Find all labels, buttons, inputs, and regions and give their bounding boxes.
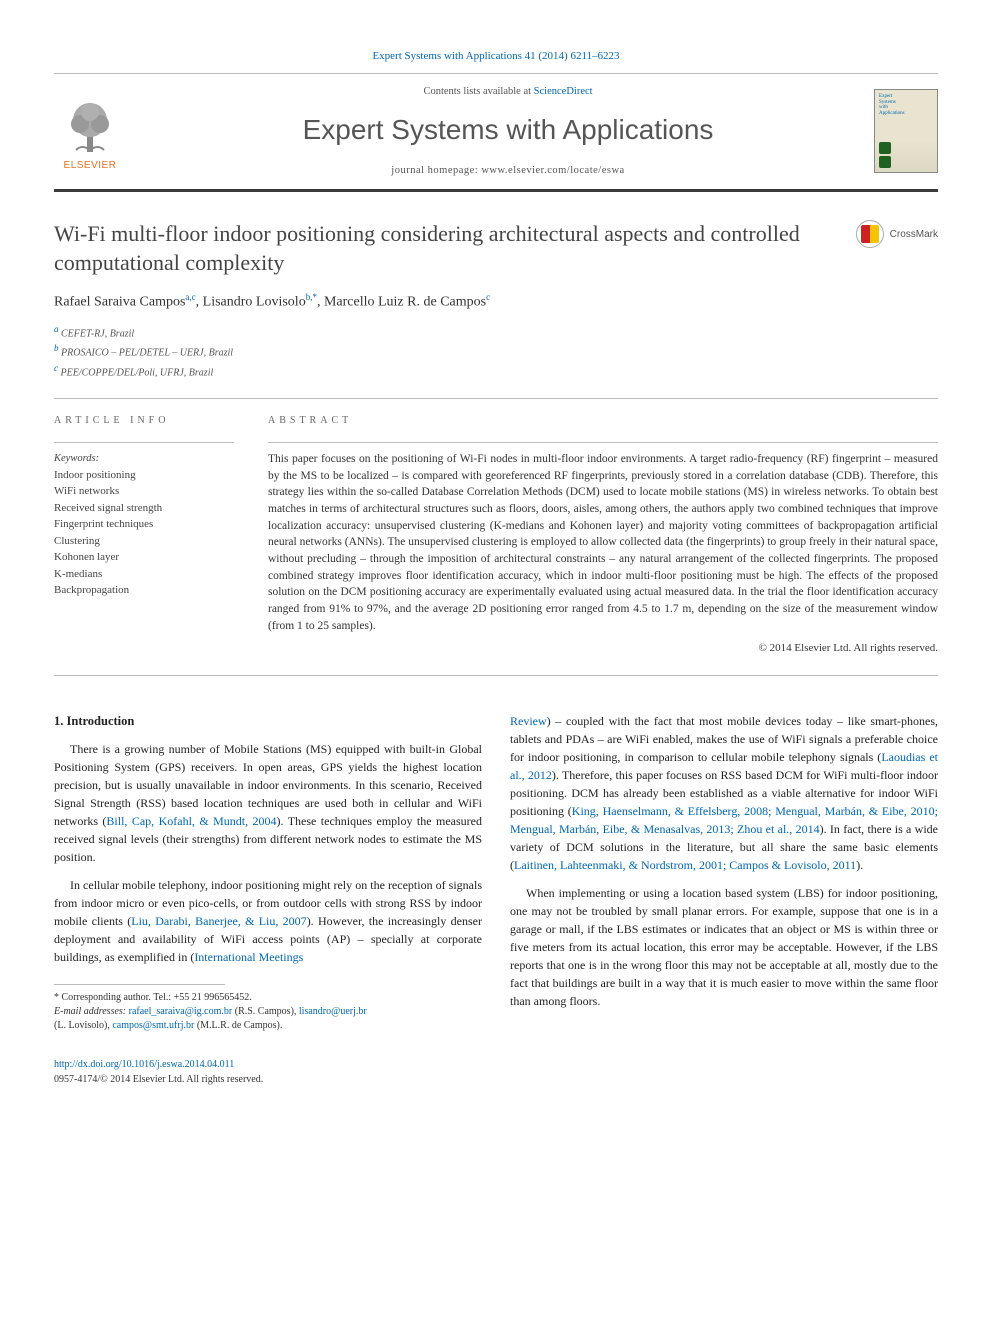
journal-ref-issue: 41 (2014) 6211–6223 <box>525 50 620 62</box>
abstract-rule <box>268 442 938 443</box>
article-info-label: ARTICLE INFO <box>54 413 234 428</box>
author-3-aff: c <box>486 292 490 302</box>
footnote-block: * Corresponding author. Tel.: +55 21 996… <box>54 991 482 1033</box>
authors-line: Rafael Saraiva Camposa,c, Lisandro Lovis… <box>54 291 938 313</box>
header-center: Contents lists available at ScienceDirec… <box>174 84 842 180</box>
aff-sup: b <box>54 343 59 353</box>
aff-sup: a <box>54 324 59 334</box>
doi-link[interactable]: http://dx.doi.org/10.1016/j.eswa.2014.04… <box>54 1059 234 1070</box>
cover-line-4: Applications <box>879 111 933 117</box>
body-columns: 1. Introduction There is a growing numbe… <box>54 712 938 1034</box>
email-label: E-mail addresses: <box>54 1006 129 1017</box>
citation-link[interactable]: Laitinen, Lahteenmaki, & Nordstrom, 2001… <box>514 858 856 872</box>
aff-text: PEE/COPPE/DEL/Poli, UFRJ, Brazil <box>61 367 214 378</box>
email-link[interactable]: campos@smt.ufrj.br <box>112 1020 194 1031</box>
cover-thumbnail-block: Expert Systems with Applications <box>842 89 938 173</box>
homepage-prefix: journal homepage: <box>391 165 481 176</box>
email-link[interactable]: lisandro@uerj.br <box>299 1006 367 1017</box>
keywords-list: Indoor positioning WiFi networks Receive… <box>54 467 234 599</box>
corresponding-author-note: * Corresponding author. Tel.: +55 21 996… <box>54 991 482 1005</box>
citation-link[interactable]: Bill, Cap, Kofahl, & Mundt, 2004 <box>106 814 276 828</box>
column-right: Review) – coupled with the fact that mos… <box>510 712 938 1034</box>
crossmark-badge[interactable]: CrossMark <box>856 220 938 248</box>
column-left: 1. Introduction There is a growing numbe… <box>54 712 482 1034</box>
citation-link[interactable]: Liu, Darabi, Banerjee, & Liu, 2007 <box>131 914 306 928</box>
body-paragraph: There is a growing number of Mobile Stat… <box>54 740 482 866</box>
affiliation-row: c PEE/COPPE/DEL/Poli, UFRJ, Brazil <box>54 362 938 380</box>
keywords-label: Keywords: <box>54 451 234 467</box>
abstract-text: This paper focuses on the positioning of… <box>268 451 938 634</box>
abstract-copyright: © 2014 Elsevier Ltd. All rights reserved… <box>268 640 938 657</box>
email-line: E-mail addresses: rafael_saraiva@ig.com.… <box>54 1005 482 1033</box>
keyword: Backpropagation <box>54 582 234 599</box>
affiliation-row: a CEFET-RJ, Brazil <box>54 323 938 341</box>
crossmark-icon <box>856 220 884 248</box>
elsevier-tree-icon <box>60 98 120 158</box>
keyword: Kohonen layer <box>54 549 234 566</box>
body-paragraph: In cellular mobile telephony, indoor pos… <box>54 876 482 966</box>
keyword: Received signal strength <box>54 500 234 517</box>
author-2[interactable]: Lisandro Lovisolo <box>203 295 306 310</box>
cover-icon <box>879 156 891 168</box>
homepage-url[interactable]: www.elsevier.com/locate/eswa <box>481 165 624 176</box>
para-text: ). <box>856 858 863 872</box>
corresponding-mark[interactable]: * <box>312 292 317 302</box>
homepage-line: journal homepage: www.elsevier.com/locat… <box>174 163 842 179</box>
contents-line: Contents lists available at ScienceDirec… <box>174 84 842 100</box>
elsevier-logo[interactable]: ELSEVIER <box>54 89 126 173</box>
body-paragraph: Review) – coupled with the fact that mos… <box>510 712 938 874</box>
journal-reference: Expert Systems with Applications 41 (201… <box>54 48 938 65</box>
keywords-rule <box>54 442 234 443</box>
section-1-heading: 1. Introduction <box>54 712 482 731</box>
email-who: (R.S. Campos), <box>232 1006 299 1017</box>
journal-header: ELSEVIER Contents lists available at Sci… <box>54 73 938 193</box>
abstract-label: ABSTRACT <box>268 413 938 428</box>
publisher-block: ELSEVIER <box>54 89 174 173</box>
contents-prefix: Contents lists available at <box>423 86 533 97</box>
aff-text: CEFET-RJ, Brazil <box>61 328 134 339</box>
publisher-name: ELSEVIER <box>64 158 117 173</box>
article-info-block: ARTICLE INFO Keywords: Indoor positionin… <box>54 413 234 657</box>
journal-cover-thumbnail[interactable]: Expert Systems with Applications <box>874 89 938 173</box>
sciencedirect-link[interactable]: ScienceDirect <box>534 86 593 97</box>
footer-block: http://dx.doi.org/10.1016/j.eswa.2014.04… <box>54 1057 938 1087</box>
keyword: Clustering <box>54 533 234 550</box>
citation-link[interactable]: International Meetings <box>194 950 303 964</box>
affiliations: a CEFET-RJ, Brazil b PROSAICO – PEL/DETE… <box>54 323 938 380</box>
citation-link[interactable]: Review <box>510 714 547 728</box>
meta-divider-bottom <box>54 675 938 676</box>
issn-copyright: 0957-4174/© 2014 Elsevier Ltd. All right… <box>54 1074 263 1085</box>
aff-text: PROSAICO – PEL/DETEL – UERJ, Brazil <box>61 348 233 359</box>
keyword: Fingerprint techniques <box>54 516 234 533</box>
aff-sup: c <box>54 363 58 373</box>
paper-title: Wi-Fi multi-floor indoor positioning con… <box>54 220 856 277</box>
para-text: When implementing or using a location ba… <box>510 886 938 1008</box>
abstract-block: ABSTRACT This paper focuses on the posit… <box>268 413 938 657</box>
meta-row: ARTICLE INFO Keywords: Indoor positionin… <box>54 413 938 657</box>
body-paragraph: When implementing or using a location ba… <box>510 884 938 1010</box>
author-3[interactable]: Marcello Luiz R. de Campos <box>324 295 486 310</box>
keyword: Indoor positioning <box>54 467 234 484</box>
journal-name: Expert Systems with Applications <box>174 109 842 151</box>
keyword: WiFi networks <box>54 483 234 500</box>
title-row: Wi-Fi multi-floor indoor positioning con… <box>54 220 938 277</box>
keyword: K-medians <box>54 566 234 583</box>
email-who: (M.L.R. de Campos). <box>194 1020 282 1031</box>
author-1[interactable]: Rafael Saraiva Campos <box>54 295 185 310</box>
email-link[interactable]: rafael_saraiva@ig.com.br <box>129 1006 233 1017</box>
crossmark-label: CrossMark <box>890 227 938 242</box>
meta-divider-top <box>54 398 938 399</box>
email-who: (L. Lovisolo), <box>54 1020 112 1031</box>
author-1-aff: a,c <box>185 292 195 302</box>
footnote-separator <box>54 984 225 985</box>
cover-icon <box>879 142 891 154</box>
affiliation-row: b PROSAICO – PEL/DETEL – UERJ, Brazil <box>54 342 938 360</box>
para-text: ) – coupled with the fact that most mobi… <box>510 714 938 764</box>
journal-ref-name[interactable]: Expert Systems with Applications <box>372 50 521 62</box>
